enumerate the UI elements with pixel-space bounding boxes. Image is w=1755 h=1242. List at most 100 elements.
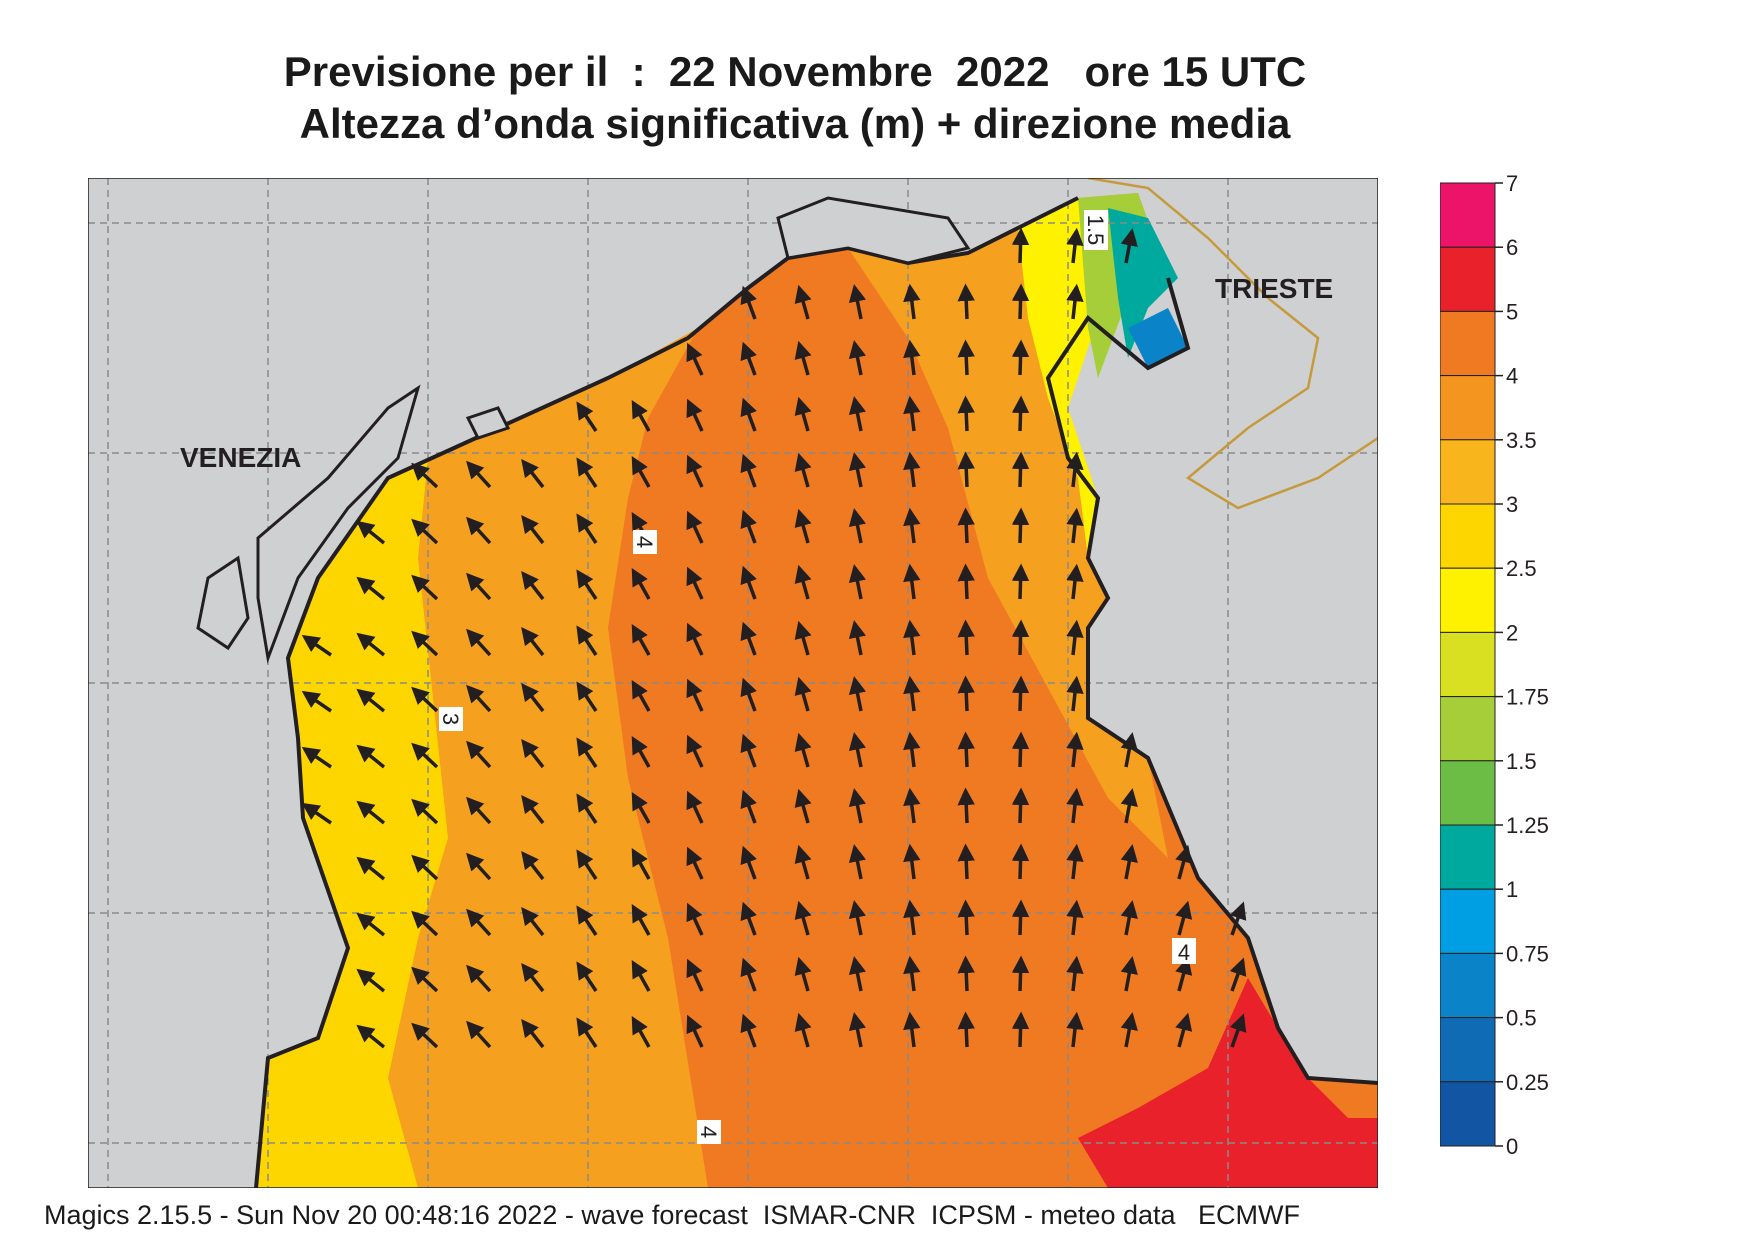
direction-arrow xyxy=(1011,955,1030,992)
direction-arrow xyxy=(848,564,867,600)
direction-arrow xyxy=(1011,395,1030,432)
direction-arrow xyxy=(1066,787,1084,824)
direction-arrow xyxy=(1066,563,1084,600)
direction-arrow xyxy=(957,899,975,936)
direction-arrow xyxy=(631,847,651,880)
legend-tick-label: 1.75 xyxy=(1506,685,1549,710)
direction-arrow xyxy=(686,790,704,824)
direction-arrow xyxy=(466,796,492,825)
legend-tick-label: 0.25 xyxy=(1506,1070,1549,1095)
direction-arrow xyxy=(576,401,598,432)
direction-arrow xyxy=(1011,507,1030,544)
direction-arrow xyxy=(740,845,757,880)
label-trieste: TRIESTE xyxy=(1215,273,1333,304)
map-title: Previsione per il : 22 Novembre 2022 ore… xyxy=(283,48,1307,95)
direction-arrow xyxy=(466,852,492,881)
direction-arrow xyxy=(686,454,704,488)
direction-arrow xyxy=(466,908,492,937)
direction-arrow xyxy=(521,459,545,489)
direction-arrow xyxy=(411,742,439,769)
direction-arrow xyxy=(1175,956,1193,992)
direction-arrow xyxy=(631,903,651,936)
direction-arrow xyxy=(903,283,921,320)
direction-arrow xyxy=(576,1017,598,1048)
direction-arrow xyxy=(903,395,921,432)
legend-swatch xyxy=(1440,1017,1496,1083)
direction-arrow xyxy=(903,619,921,656)
direction-arrow xyxy=(1011,899,1030,936)
direction-arrow xyxy=(521,515,545,545)
direction-arrow xyxy=(686,902,704,936)
direction-arrow xyxy=(1066,675,1084,712)
direction-arrow xyxy=(1066,1011,1084,1048)
contour-label: 4 xyxy=(696,1120,721,1144)
direction-arrow xyxy=(1066,227,1084,264)
direction-arrow xyxy=(356,632,386,657)
svg-text:3: 3 xyxy=(438,713,463,725)
direction-arrow xyxy=(1066,451,1084,488)
direction-arrow xyxy=(1175,1012,1193,1048)
direction-arrow xyxy=(466,1020,492,1049)
direction-arrow xyxy=(957,843,975,880)
direction-arrow xyxy=(466,740,492,769)
direction-arrow xyxy=(576,737,598,768)
direction-arrow xyxy=(576,625,598,656)
legend-tick-label: 1 xyxy=(1506,877,1518,902)
direction-arrow xyxy=(686,342,704,376)
direction-arrow xyxy=(466,572,492,601)
direction-arrow xyxy=(848,620,867,656)
direction-arrow xyxy=(686,398,704,432)
sea-band-blue xyxy=(1128,308,1188,368)
direction-arrow xyxy=(794,340,812,376)
direction-arrow xyxy=(848,900,867,936)
legend-tick-label: 6 xyxy=(1506,235,1518,260)
direction-arrow xyxy=(1120,228,1138,264)
direction-arrow xyxy=(1120,956,1138,992)
direction-arrow xyxy=(957,507,975,544)
direction-arrow xyxy=(466,516,492,545)
legend-tick-label: 2.5 xyxy=(1506,556,1537,581)
direction-arrow xyxy=(848,788,867,824)
direction-arrow xyxy=(521,907,545,937)
direction-arrow xyxy=(1011,227,1030,264)
direction-arrow xyxy=(631,791,651,824)
direction-arrow xyxy=(466,684,492,713)
direction-arrow xyxy=(1120,788,1138,824)
direction-arrow xyxy=(794,788,812,824)
direction-arrow xyxy=(521,571,545,601)
direction-arrow xyxy=(740,509,757,544)
legend-tick-label: 0.5 xyxy=(1506,1006,1537,1031)
direction-arrow xyxy=(521,963,545,993)
direction-arrow xyxy=(576,569,598,600)
direction-arrow xyxy=(1066,507,1084,544)
legend-tick-label: 0.75 xyxy=(1506,941,1549,966)
direction-arrow xyxy=(848,396,867,432)
direction-arrow xyxy=(794,564,812,600)
legend-tick-label: 0 xyxy=(1506,1134,1518,1159)
direction-arrow xyxy=(1120,732,1138,768)
direction-arrow xyxy=(576,905,598,936)
direction-arrow xyxy=(356,576,386,601)
direction-arrow xyxy=(1011,731,1030,768)
direction-arrow xyxy=(1011,563,1030,600)
direction-arrow xyxy=(466,460,492,489)
direction-arrow xyxy=(631,455,651,488)
direction-arrow xyxy=(576,457,598,488)
contour-label: 3 xyxy=(438,707,463,731)
direction-arrow xyxy=(686,566,704,600)
direction-arrow xyxy=(411,966,439,993)
direction-arrow xyxy=(631,399,651,432)
direction-arrow xyxy=(356,744,386,769)
legend-tick-label: 2 xyxy=(1506,620,1518,645)
direction-arrow xyxy=(957,451,975,488)
direction-arrow xyxy=(301,802,332,825)
direction-arrow xyxy=(740,565,757,600)
color-legend: 7 6 5 4 3.5 3 2.5 2 1.75 1.5 1.25 1 0.75 0.5 0.25 0 xyxy=(1440,171,1549,1159)
direction-arrow xyxy=(794,900,812,936)
direction-arrow xyxy=(301,690,332,713)
direction-arrow xyxy=(903,843,921,880)
direction-arrow xyxy=(576,961,598,992)
direction-arrow xyxy=(1066,731,1084,768)
legend-swatch xyxy=(1440,246,1496,312)
direction-arrow xyxy=(411,686,439,713)
